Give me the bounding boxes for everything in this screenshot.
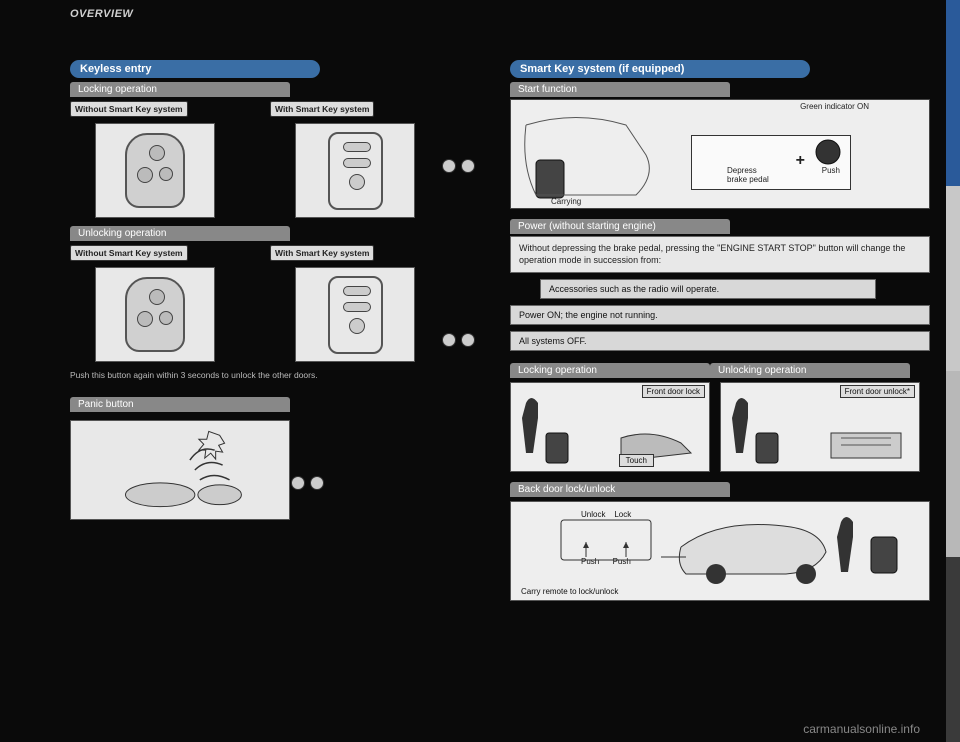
edge-tabs	[946, 0, 960, 742]
panic-icons	[291, 476, 324, 490]
edge-tab-grey	[946, 186, 960, 372]
power-label: Power (without starting engine)	[510, 219, 730, 234]
unlocking-op-label: Unlocking operation	[710, 363, 910, 378]
watermark: carmanualsonline.info	[803, 722, 920, 736]
edge-tab-dark	[946, 557, 960, 742]
lock-unlock-illustrations: Front door lock Touch Front door unlock*	[510, 382, 930, 472]
start-function-label: Start function	[510, 82, 730, 97]
locking-without-block: Without Smart Key system	[70, 99, 240, 222]
unlocking-without-block: Without Smart Key system	[70, 243, 240, 366]
backdoor-illustration: Unlock Lock Push Push Carry remote to lo…	[510, 501, 930, 601]
key-fob-illustration-2	[95, 267, 215, 362]
keyless-entry-title: Keyless entry	[70, 60, 320, 78]
front-door-unlock-scene: Front door unlock*	[720, 382, 920, 472]
panic-block: Panic button	[70, 393, 490, 520]
power-mode-on: Power ON; the engine not running.	[510, 305, 930, 325]
unlock-note: Push this button again within 3 seconds …	[70, 370, 490, 381]
locking-scene-block: Front door lock Touch	[510, 382, 710, 472]
unlocking-with-block: With Smart Key system	[270, 243, 440, 366]
unlocking-scene-block: Front door unlock*	[720, 382, 920, 472]
locking-row: Without Smart Key system With Smart Key …	[70, 99, 490, 222]
power-mode-accessory: Accessories such as the radio will opera…	[540, 279, 876, 299]
panic-button-label: Panic button	[70, 397, 290, 412]
front-door-lock-scene: Front door lock Touch	[510, 382, 710, 472]
front-door-lock-chip: Front door lock	[642, 385, 705, 398]
plus-icon: +	[796, 152, 805, 170]
smart-fob-illustration-2	[295, 267, 415, 362]
depress-text: Depress brake pedal	[727, 166, 769, 184]
right-column: Smart Key system (if equipped) Start fun…	[510, 60, 930, 601]
locking-op-label: Locking operation	[510, 363, 710, 378]
lock-icons	[442, 159, 475, 173]
green-indicator-label: Green indicator ON	[800, 102, 869, 111]
smartkey-title: Smart Key system (if equipped)	[510, 60, 810, 78]
key-fob-illustration	[95, 123, 215, 218]
locking-with-block: With Smart Key system	[270, 99, 440, 222]
power-mode-off: All systems OFF.	[510, 331, 930, 351]
depress-brake-box: Depress brake pedal + Push	[691, 135, 851, 190]
locking-operation-label: Locking operation	[70, 82, 290, 97]
edge-tab-grey-2	[946, 371, 960, 557]
without-smartkey-chip-2: Without Smart Key system	[70, 245, 188, 261]
left-column: Keyless entry Locking operation Without …	[70, 60, 490, 528]
power-description: Without depressing the brake pedal, pres…	[510, 236, 930, 273]
start-function-illustration: Green indicator ON Carrying Depress brak…	[510, 99, 930, 209]
front-door-unlock-chip: Front door unlock*	[840, 385, 915, 398]
panic-illustration	[70, 420, 290, 520]
smart-fob-illustration	[295, 123, 415, 218]
with-smartkey-chip: With Smart Key system	[270, 101, 374, 117]
edge-tab-blue	[946, 0, 960, 186]
unlock-icons	[442, 333, 475, 347]
overview-heading: OVERVIEW	[70, 8, 133, 20]
lock-unlock-headers: Locking operation Unlocking operation	[510, 359, 930, 378]
unlocking-operation-label: Unlocking operation	[70, 226, 290, 241]
unlocking-row: Without Smart Key system With Smart Key …	[70, 243, 490, 366]
touch-chip: Touch	[619, 454, 654, 467]
without-smartkey-chip: Without Smart Key system	[70, 101, 188, 117]
push-text: Push	[822, 166, 840, 175]
with-smartkey-chip-2: With Smart Key system	[270, 245, 374, 261]
backdoor-label: Back door lock/unlock	[510, 482, 730, 497]
